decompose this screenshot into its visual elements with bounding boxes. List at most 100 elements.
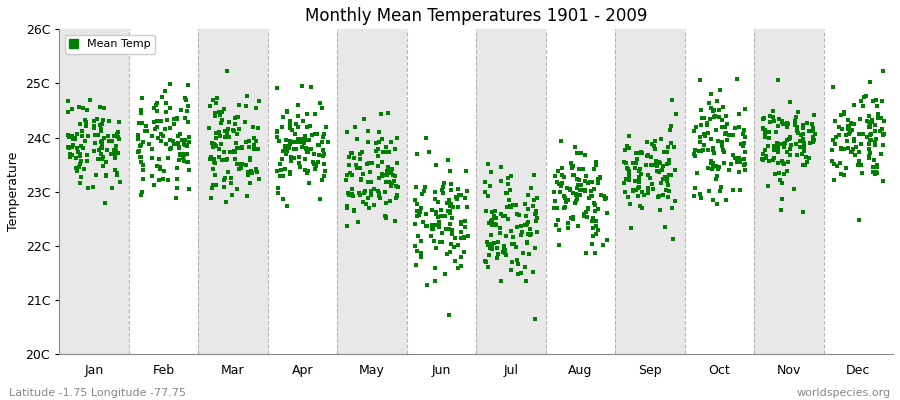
Point — [870, 114, 885, 121]
Point — [796, 140, 811, 146]
Point — [278, 145, 293, 151]
Point — [230, 130, 244, 137]
Point — [862, 113, 877, 119]
Point — [244, 168, 258, 174]
Point — [587, 200, 601, 206]
Point — [152, 164, 166, 170]
Point — [238, 162, 253, 168]
Point — [235, 161, 249, 167]
Point — [431, 220, 446, 226]
Point — [549, 221, 563, 228]
Point — [733, 157, 747, 163]
Point — [91, 156, 105, 162]
Point — [552, 242, 566, 248]
Point — [98, 200, 112, 206]
Point — [841, 123, 855, 129]
Point — [589, 218, 603, 224]
Point — [482, 252, 496, 258]
Point — [443, 210, 457, 216]
Point — [706, 164, 721, 170]
Point — [429, 222, 444, 228]
Point — [832, 132, 846, 138]
Point — [770, 128, 784, 135]
Point — [711, 166, 725, 172]
Point — [514, 223, 528, 229]
Point — [767, 154, 781, 161]
Point — [289, 146, 303, 152]
Point — [664, 140, 679, 146]
Point — [316, 161, 330, 168]
Point — [524, 184, 538, 191]
Point — [647, 143, 662, 149]
Point — [343, 170, 357, 176]
Point — [284, 139, 299, 145]
Point — [205, 182, 220, 188]
Point — [662, 156, 676, 163]
Point — [833, 146, 848, 153]
Point — [632, 174, 646, 180]
Point — [573, 192, 588, 198]
Point — [661, 144, 675, 150]
Point — [276, 196, 291, 202]
Point — [415, 190, 429, 197]
Point — [342, 162, 356, 168]
Point — [282, 142, 296, 149]
Point — [134, 107, 148, 114]
Point — [514, 270, 528, 276]
Point — [428, 188, 442, 195]
Point — [302, 180, 316, 186]
Point — [346, 207, 361, 214]
Point — [839, 164, 853, 171]
Point — [68, 134, 82, 141]
Point — [576, 211, 590, 218]
Point — [586, 225, 600, 232]
Point — [269, 167, 284, 174]
Point — [692, 148, 706, 154]
Point — [457, 234, 472, 241]
Point — [436, 190, 450, 196]
Point — [581, 194, 596, 201]
Point — [280, 148, 294, 154]
Point — [372, 175, 386, 182]
Point — [505, 241, 519, 247]
Point — [776, 160, 790, 166]
Point — [428, 265, 443, 271]
Point — [871, 111, 886, 118]
Point — [94, 141, 109, 147]
Point — [74, 143, 88, 149]
Point — [154, 131, 168, 138]
Point — [626, 188, 640, 194]
Point — [276, 148, 291, 154]
Point — [385, 172, 400, 179]
Point — [87, 140, 102, 146]
Point — [73, 180, 87, 186]
Point — [284, 127, 299, 134]
Point — [583, 188, 598, 195]
Point — [300, 146, 314, 152]
Point — [872, 128, 886, 134]
Point — [552, 180, 566, 187]
Point — [669, 111, 683, 117]
Point — [842, 130, 856, 137]
Point — [580, 206, 595, 212]
Point — [101, 133, 115, 139]
Point — [777, 144, 791, 151]
Point — [361, 128, 375, 134]
Point — [571, 223, 585, 230]
Point — [180, 142, 194, 149]
Point — [553, 189, 567, 195]
Point — [177, 158, 192, 165]
Point — [298, 167, 312, 173]
Point — [704, 91, 718, 98]
Point — [109, 148, 123, 154]
Point — [374, 136, 389, 142]
Point — [246, 124, 260, 130]
Bar — [129, 29, 198, 354]
Point — [654, 167, 669, 174]
Point — [61, 98, 76, 104]
Point — [225, 192, 239, 199]
Point — [356, 170, 371, 177]
Point — [737, 167, 751, 173]
Point — [705, 166, 719, 172]
Point — [207, 156, 221, 162]
